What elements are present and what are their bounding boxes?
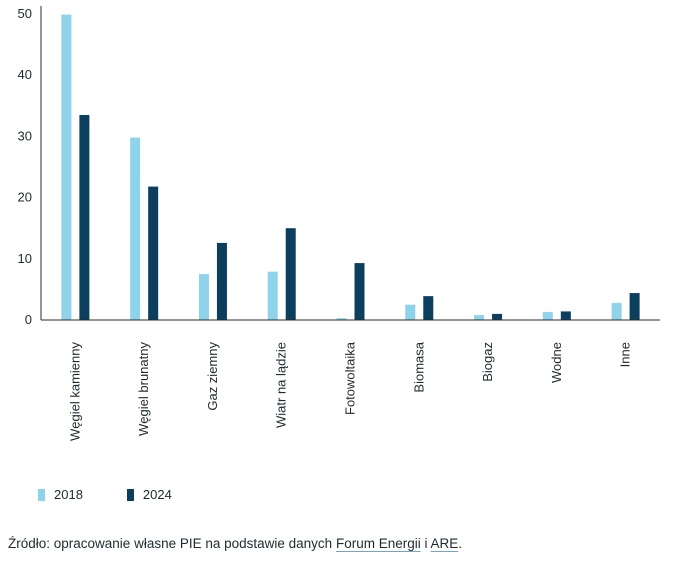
y-tick-label: 30 — [18, 128, 32, 143]
bar-2018 — [336, 318, 347, 320]
x-tick-label: Biomasa — [411, 341, 426, 392]
y-tick-label: 10 — [18, 251, 32, 266]
source-suffix: . — [458, 536, 463, 551]
x-tick-label: Węgiel kamienny — [67, 342, 82, 441]
bar-2024 — [423, 296, 434, 320]
bar-2018 — [474, 315, 485, 320]
y-axis: 0 10 20 30 40 50 — [18, 6, 42, 327]
bar-2024 — [492, 313, 503, 320]
bar-2024 — [354, 263, 365, 320]
bar-chart: 0 10 20 30 40 50 Węgiel kamienny Węgiel brunat… — [18, 6, 660, 441]
bar-2018 — [61, 14, 72, 321]
x-tick-label: Fotowoltaika — [343, 341, 358, 415]
legend-swatch-2018 — [38, 488, 45, 501]
bar-2024 — [216, 242, 227, 320]
bar-2018 — [611, 302, 622, 320]
bar-2018 — [405, 304, 416, 320]
source-middle: i — [420, 536, 431, 551]
legend-label-2024: 2024 — [142, 487, 172, 502]
bar-2024 — [285, 228, 296, 320]
bar-2024 — [560, 311, 571, 320]
y-tick-label: 40 — [18, 67, 32, 82]
y-tick-label: 20 — [18, 190, 32, 205]
bar-2018 — [130, 137, 141, 320]
are-link[interactable]: ARE — [430, 536, 459, 551]
x-tick-label: Wiatr na lądzie — [274, 342, 289, 428]
legend: 2018 2024 — [38, 487, 172, 502]
legend-swatch-2024 — [126, 488, 134, 501]
bar-2024 — [79, 114, 90, 320]
bar-2024 — [629, 293, 640, 320]
source-prefix: Źródło: opracowanie własne PIE na podsta… — [8, 536, 336, 551]
x-axis: Węgiel kamienny Węgiel brunatny Gaz ziemny… — [41, 319, 660, 441]
source-note: Źródło: opracowanie własne PIE na podsta… — [8, 536, 462, 551]
x-tick-label: Inne — [618, 342, 633, 367]
bar-2018 — [542, 312, 553, 320]
legend-label-2018: 2018 — [54, 487, 83, 502]
bar-2024 — [148, 186, 159, 320]
bars — [61, 14, 640, 321]
legend-item-2024[interactable]: 2024 — [126, 487, 172, 502]
x-tick-label: Węgiel brunatny — [136, 342, 151, 436]
x-tick-label: Gaz ziemny — [205, 342, 220, 411]
bar-2018 — [198, 274, 209, 320]
x-tick-label: Wodne — [549, 342, 564, 383]
y-tick-label: 0 — [25, 312, 32, 327]
y-tick-label: 50 — [18, 6, 32, 21]
legend-item-2018[interactable]: 2018 — [38, 487, 83, 502]
x-tick-label: Biogaz — [480, 342, 495, 382]
forum-energii-link[interactable]: Forum Energii — [335, 536, 421, 551]
bar-2018 — [267, 271, 278, 320]
